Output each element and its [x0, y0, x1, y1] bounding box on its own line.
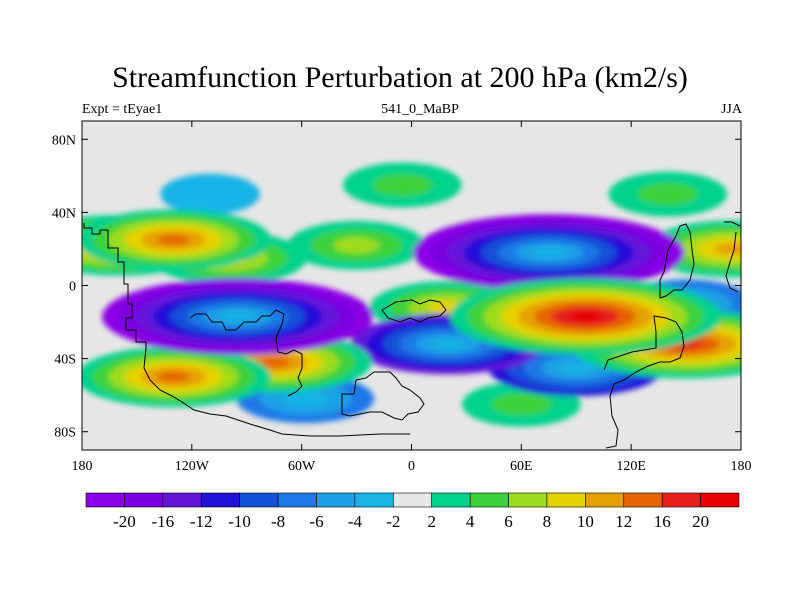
colorbar-label: 12 [615, 512, 632, 531]
contour-level [282, 390, 329, 407]
axes: 180 120W 60W 0 60E 120E 180 80N 40N 0 40S 80S [52, 121, 752, 474]
y-tick-label: 40N [52, 206, 76, 221]
contour-level [157, 371, 190, 382]
run-label: 541_0_MaBP [381, 102, 459, 117]
contour-level [258, 357, 291, 368]
colorbar-swatch [85, 492, 125, 508]
contour-level [333, 237, 380, 254]
ridge-19 [449, 278, 721, 355]
south-america-outline [143, 309, 410, 437]
colorbar-label: -20 [113, 512, 136, 531]
x-tick-label: 0 [408, 459, 415, 474]
colorbar-label: 10 [577, 512, 594, 531]
colorbar-label: -4 [348, 512, 363, 531]
x-tick-label: 120W [175, 459, 210, 474]
y-tick-label: 80S [54, 426, 76, 441]
contour-level [220, 311, 255, 322]
colorbar-swatch [469, 492, 509, 508]
colorbar-swatch [546, 492, 586, 508]
colorbar-label: -10 [228, 512, 251, 531]
continent-outlines [83, 221, 741, 449]
colorbar-label: 6 [504, 512, 513, 531]
colorbar-label: -8 [271, 512, 285, 531]
x-tick-label: 180 [731, 459, 752, 474]
colorbar-swatch [200, 492, 240, 508]
contour-level [638, 183, 698, 206]
trough-0 [160, 173, 260, 215]
colorbar-swatch [392, 492, 433, 508]
colorbar-swatch [431, 492, 471, 508]
y-tick-label: 40S [54, 353, 76, 368]
ridge-3 [608, 171, 728, 217]
colorbar-swatch [316, 492, 356, 508]
x-tick-label: 180 [72, 459, 93, 474]
east-asia-outline [724, 221, 741, 293]
colorbar-label: 8 [543, 512, 552, 531]
colorbar-swatch [162, 492, 202, 508]
ridge-1 [343, 162, 462, 208]
x-tick-label: 60E [510, 459, 533, 474]
colorbar-swatch [508, 492, 548, 508]
colorbar-label: 20 [692, 512, 709, 531]
colorbar-label: -2 [386, 512, 400, 531]
trough-18 [413, 214, 685, 291]
contour-level [558, 362, 594, 374]
contour-level [568, 311, 603, 322]
colorbar: -20 -16 -12 -10 -8 -6 -4 -2 2 4 6 8 10 12 16 20 [85, 492, 740, 531]
colorbar-swatch [661, 492, 701, 508]
north-america-outline [83, 223, 147, 350]
colorbar-swatch [700, 492, 740, 508]
colorbar-label: 16 [654, 512, 671, 531]
contour-level [160, 173, 260, 215]
australia-outline [603, 315, 685, 449]
contour-level [531, 247, 566, 258]
contour-level [431, 338, 465, 350]
eurasia-outline [381, 223, 695, 323]
contour-level [491, 393, 551, 416]
x-tick-label: 60W [288, 459, 316, 474]
figure-title: Streamfunction Perturbation at 200 hPa (… [112, 61, 688, 94]
ridge-6 [287, 221, 426, 270]
season-label: JJA [720, 102, 742, 117]
y-tick-label: 80N [52, 133, 76, 148]
colorbar-swatch [623, 492, 663, 508]
ridge-15 [82, 346, 271, 408]
ridge-13 [82, 209, 271, 271]
colorbar-swatch [124, 492, 164, 508]
contour-level [157, 234, 190, 245]
colorbar-swatch [585, 492, 625, 508]
trough-17 [102, 278, 374, 355]
colorbar-label: -6 [309, 512, 323, 531]
x-tick-label: 120E [616, 459, 646, 474]
contour-level [372, 173, 432, 197]
experiment-label: Expt = tEyae1 [82, 102, 163, 117]
y-tick-label: 0 [69, 280, 76, 295]
contour-level [714, 243, 741, 255]
colorbar-swatch [239, 492, 279, 508]
colorbar-label: -12 [190, 512, 213, 531]
contour-field [82, 121, 741, 450]
colorbar-label: -16 [151, 512, 174, 531]
africa-outline [341, 371, 425, 421]
colorbar-label: 4 [466, 512, 475, 531]
colorbar-swatch [354, 492, 394, 508]
colorbar-label: 2 [427, 512, 436, 531]
colorbar-swatch [277, 492, 317, 508]
